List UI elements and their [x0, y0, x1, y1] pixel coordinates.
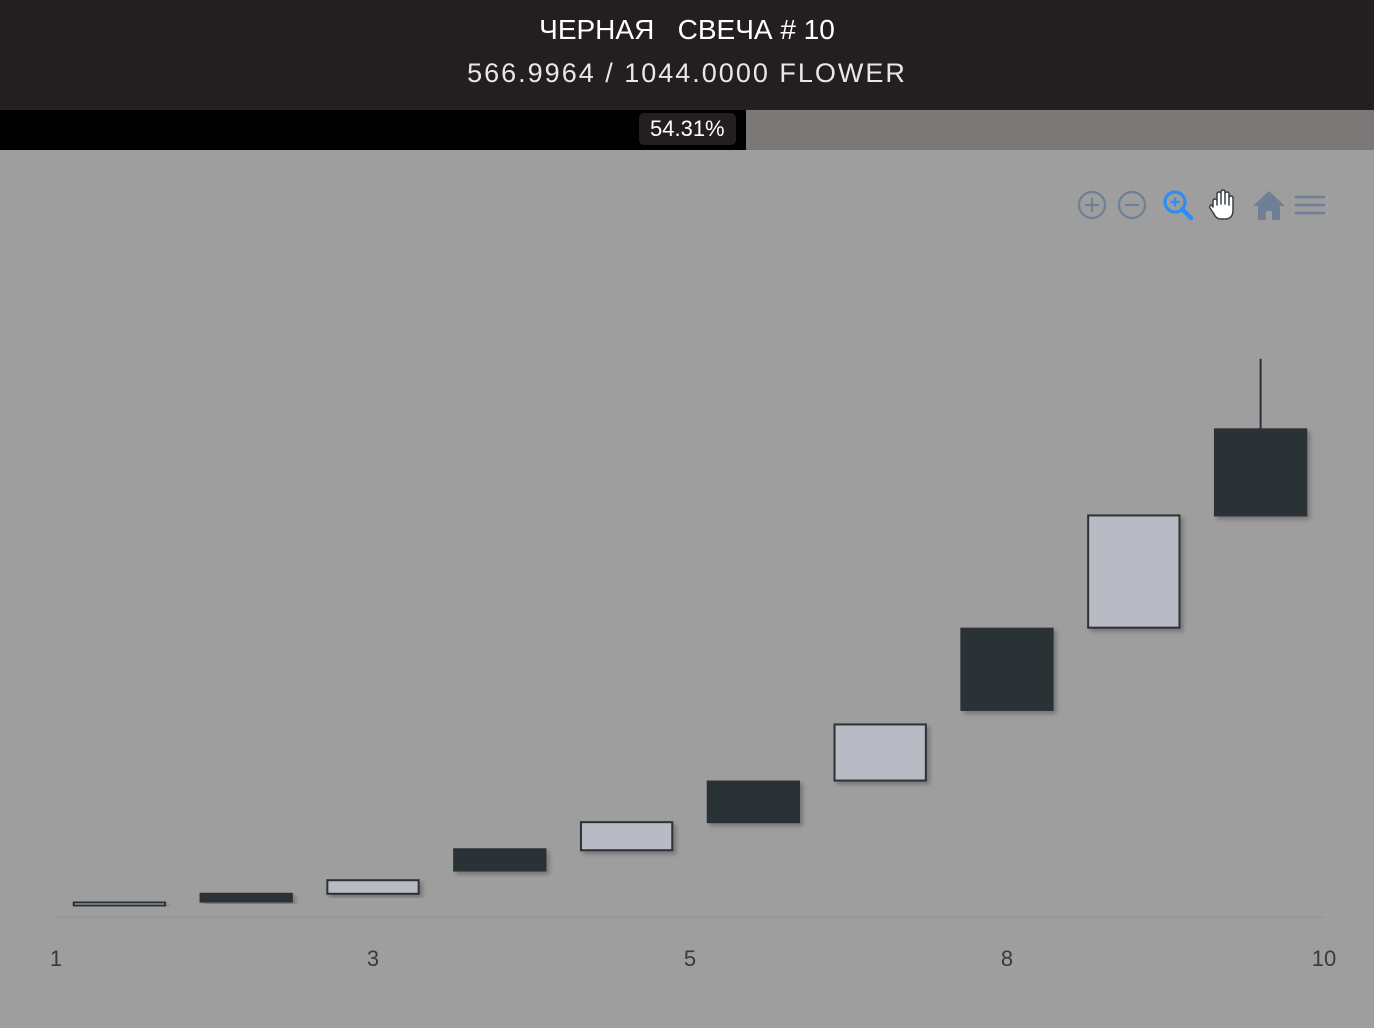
zoom-out-icon[interactable] [1114, 188, 1150, 224]
zoom-in-icon[interactable] [1074, 188, 1110, 224]
progress-label: 54.31% [639, 113, 736, 145]
selection-zoom-icon[interactable] [1160, 188, 1196, 224]
candle-6[interactable] [706, 780, 801, 824]
candlestick-chart[interactable]: 1 3 5 8 10 [0, 150, 1374, 1028]
candle-2[interactable] [199, 892, 293, 903]
chart-subtitle: 566.9964 / 1044.0000 FLOWER [467, 58, 907, 88]
candle-10[interactable] [1213, 428, 1308, 517]
progress-bar: 54.31% [0, 110, 1374, 150]
home-icon[interactable] [1251, 188, 1287, 224]
x-tick-label: 5 [684, 946, 696, 971]
header: ЧЕРНАЯ СВЕЧА # 10 566.9964 / 1044.0000 F… [0, 0, 1374, 110]
progress-fill [0, 110, 746, 150]
pan-hand-icon[interactable] [1204, 188, 1240, 224]
x-tick-label: 10 [1312, 946, 1336, 971]
candle-5[interactable] [579, 821, 674, 852]
candle-9[interactable] [1087, 514, 1181, 629]
candles-group [72, 358, 1308, 907]
x-tick-label: 1 [50, 946, 62, 971]
x-axis-ticks: 1 3 5 8 10 [50, 946, 1336, 971]
chart-title: ЧЕРНАЯ СВЕЧА # 10 [539, 14, 835, 45]
menu-icon[interactable] [1292, 188, 1328, 224]
candle-1[interactable] [72, 901, 167, 907]
x-tick-label: 3 [367, 946, 379, 971]
candle-7[interactable] [833, 723, 927, 782]
candle-3[interactable] [326, 879, 420, 895]
candle-4[interactable] [453, 848, 547, 872]
x-tick-label: 8 [1001, 946, 1013, 971]
candle-8[interactable] [960, 627, 1054, 711]
chart-area[interactable]: 1 3 5 8 10 [0, 150, 1374, 1028]
